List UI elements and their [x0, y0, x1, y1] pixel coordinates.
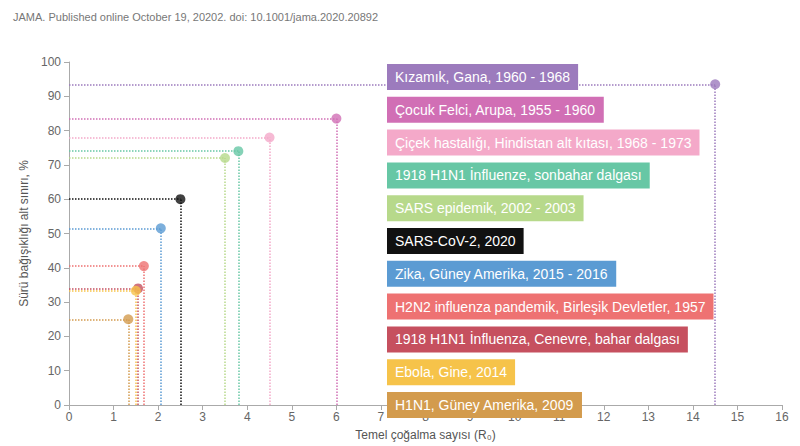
svg-text:Temel çoğalma sayısı (R₀): Temel çoğalma sayısı (R₀) [355, 428, 495, 442]
svg-text:30: 30 [48, 295, 62, 309]
svg-text:H2N2 influenza pandemik, Birle: H2N2 influenza pandemik, Birleşik Devlet… [395, 299, 706, 315]
svg-text:Çiçek hastalığı, Hindistan alt: Çiçek hastalığı, Hindistan alt kıtası, 1… [395, 135, 692, 151]
svg-text:4: 4 [244, 410, 251, 424]
svg-text:20: 20 [48, 329, 62, 343]
svg-text:13: 13 [642, 410, 656, 424]
svg-text:1: 1 [110, 410, 117, 424]
svg-text:H1N1, Güney Amerika, 2009: H1N1, Güney Amerika, 2009 [395, 397, 573, 413]
svg-text:Zika, Güney Amerika, 2015 - 20: Zika, Güney Amerika, 2015 - 2016 [395, 266, 608, 282]
svg-text:90: 90 [48, 89, 62, 103]
svg-text:12: 12 [597, 410, 611, 424]
svg-text:JAMA. Published online October: JAMA. Published online October 19, 20202… [13, 11, 378, 23]
svg-text:50: 50 [48, 227, 62, 241]
svg-text:6: 6 [333, 410, 340, 424]
svg-text:16: 16 [775, 410, 789, 424]
svg-text:10: 10 [48, 364, 62, 378]
svg-text:Kızamık, Gana, 1960 - 1968: Kızamık, Gana, 1960 - 1968 [395, 69, 570, 85]
svg-text:100: 100 [41, 55, 61, 69]
svg-text:3: 3 [199, 410, 206, 424]
svg-text:1918 H1N1 İnfluenza, Cenevre,: 1918 H1N1 İnfluenza, Cenevre, bahar dalg… [395, 330, 680, 347]
svg-text:1918 H1N1 İnfluenze, sonbahar: 1918 H1N1 İnfluenze, sonbahar dalgası [395, 166, 642, 183]
svg-text:40: 40 [48, 261, 62, 275]
svg-text:Çocuk Felci, Arupa, 1955 - 196: Çocuk Felci, Arupa, 1955 - 1960 [395, 102, 595, 118]
svg-text:15: 15 [731, 410, 745, 424]
svg-text:60: 60 [48, 192, 62, 206]
svg-text:80: 80 [48, 124, 62, 138]
svg-text:2: 2 [155, 410, 162, 424]
svg-text:SARS epidemik, 2002 - 2003: SARS epidemik, 2002 - 2003 [395, 200, 576, 216]
svg-text:70: 70 [48, 158, 62, 172]
svg-text:7: 7 [378, 410, 385, 424]
svg-text:14: 14 [686, 410, 700, 424]
svg-text:Ebola, Gine, 2014: Ebola, Gine, 2014 [395, 364, 507, 380]
svg-text:0: 0 [66, 410, 73, 424]
svg-text:Sürü bağışıklığı alt sınırı, %: Sürü bağışıklığı alt sınırı, % [17, 160, 31, 307]
svg-text:5: 5 [288, 410, 295, 424]
svg-text:SARS-CoV-2, 2020: SARS-CoV-2, 2020 [395, 233, 516, 249]
svg-text:0: 0 [54, 398, 61, 412]
